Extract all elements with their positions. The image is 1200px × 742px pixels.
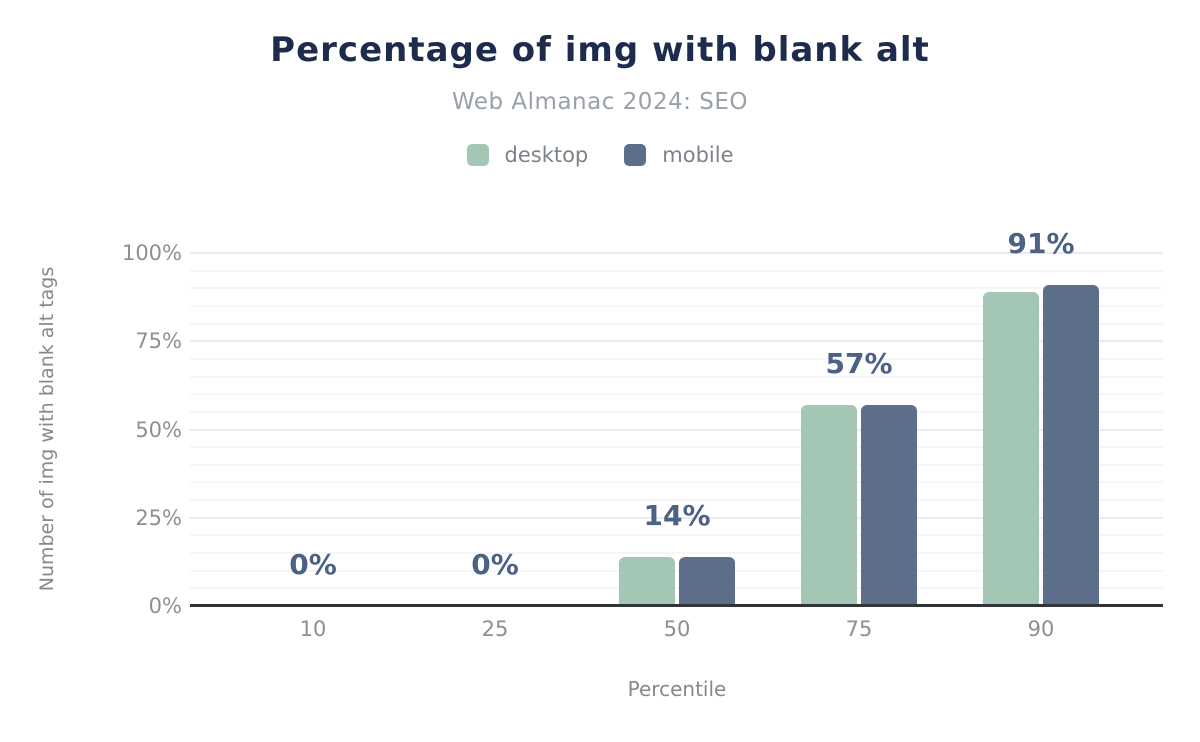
- gridline-65: [190, 375, 1163, 378]
- data-label-p75: 57%: [825, 347, 893, 380]
- x-tick-90: 90: [1027, 617, 1055, 641]
- gridline-15: [190, 552, 1163, 555]
- gridline-90: [190, 287, 1163, 290]
- x-axis-line: [190, 604, 1163, 607]
- legend: desktop mobile: [0, 143, 1200, 167]
- data-label-p10: 0%: [289, 548, 337, 581]
- data-label-p25: 0%: [471, 548, 519, 581]
- bar-desktop-p75[interactable]: [801, 405, 857, 606]
- gridline-60: [190, 393, 1163, 396]
- bar-mobile-p50[interactable]: [679, 557, 735, 606]
- legend-item-desktop[interactable]: desktop: [466, 143, 589, 167]
- gridline-80: [190, 322, 1163, 325]
- gridline-10: [190, 569, 1163, 572]
- chart-title: Percentage of img with blank alt: [270, 30, 930, 70]
- desktop-series-swatch: [466, 144, 489, 166]
- gridline-95: [190, 269, 1163, 272]
- gridline-45: [190, 446, 1163, 449]
- gridline-5: [190, 587, 1163, 590]
- mobile-series-swatch: [624, 144, 647, 166]
- gridline-70: [190, 357, 1163, 360]
- gridline-85: [190, 304, 1163, 307]
- y-tick-50%: 50%: [135, 417, 182, 442]
- x-tick-10: 10: [299, 617, 327, 641]
- legend-label-mobile: mobile: [662, 143, 734, 167]
- bar-desktop-p90[interactable]: [983, 292, 1039, 606]
- plot-area: 0% 0% 14% 57% 91%: [190, 229, 1163, 607]
- legend-label-desktop: desktop: [504, 143, 589, 167]
- gridline-25: [190, 516, 1163, 519]
- y-tick-25%: 25%: [135, 505, 182, 530]
- x-tick-25: 25: [481, 617, 509, 641]
- gridline-20: [190, 534, 1163, 537]
- gridline-30: [190, 499, 1163, 502]
- gridline-75: [190, 340, 1163, 343]
- gridline-50: [190, 428, 1163, 431]
- bar-mobile-p75[interactable]: [861, 405, 917, 606]
- gridline-35: [190, 481, 1163, 484]
- chart-subtitle: Web Almanac 2024: SEO: [451, 89, 749, 115]
- x-tick-50: 50: [663, 617, 691, 641]
- gridline-100: [190, 252, 1163, 254]
- bar-mobile-p90[interactable]: [1043, 285, 1099, 606]
- gridline-55: [190, 410, 1163, 413]
- y-tick-75%: 75%: [135, 329, 182, 354]
- y-tick-0%: 0%: [148, 594, 182, 618]
- x-axis-title: Percentile: [627, 677, 727, 701]
- data-label-p90: 91%: [1007, 227, 1075, 260]
- data-label-p50: 14%: [643, 499, 711, 532]
- bar-desktop-p50[interactable]: [619, 557, 675, 606]
- y-tick-100%: 100%: [121, 241, 182, 265]
- gridline-40: [190, 463, 1163, 466]
- legend-item-mobile[interactable]: mobile: [624, 143, 734, 167]
- x-tick-75: 75: [845, 617, 873, 641]
